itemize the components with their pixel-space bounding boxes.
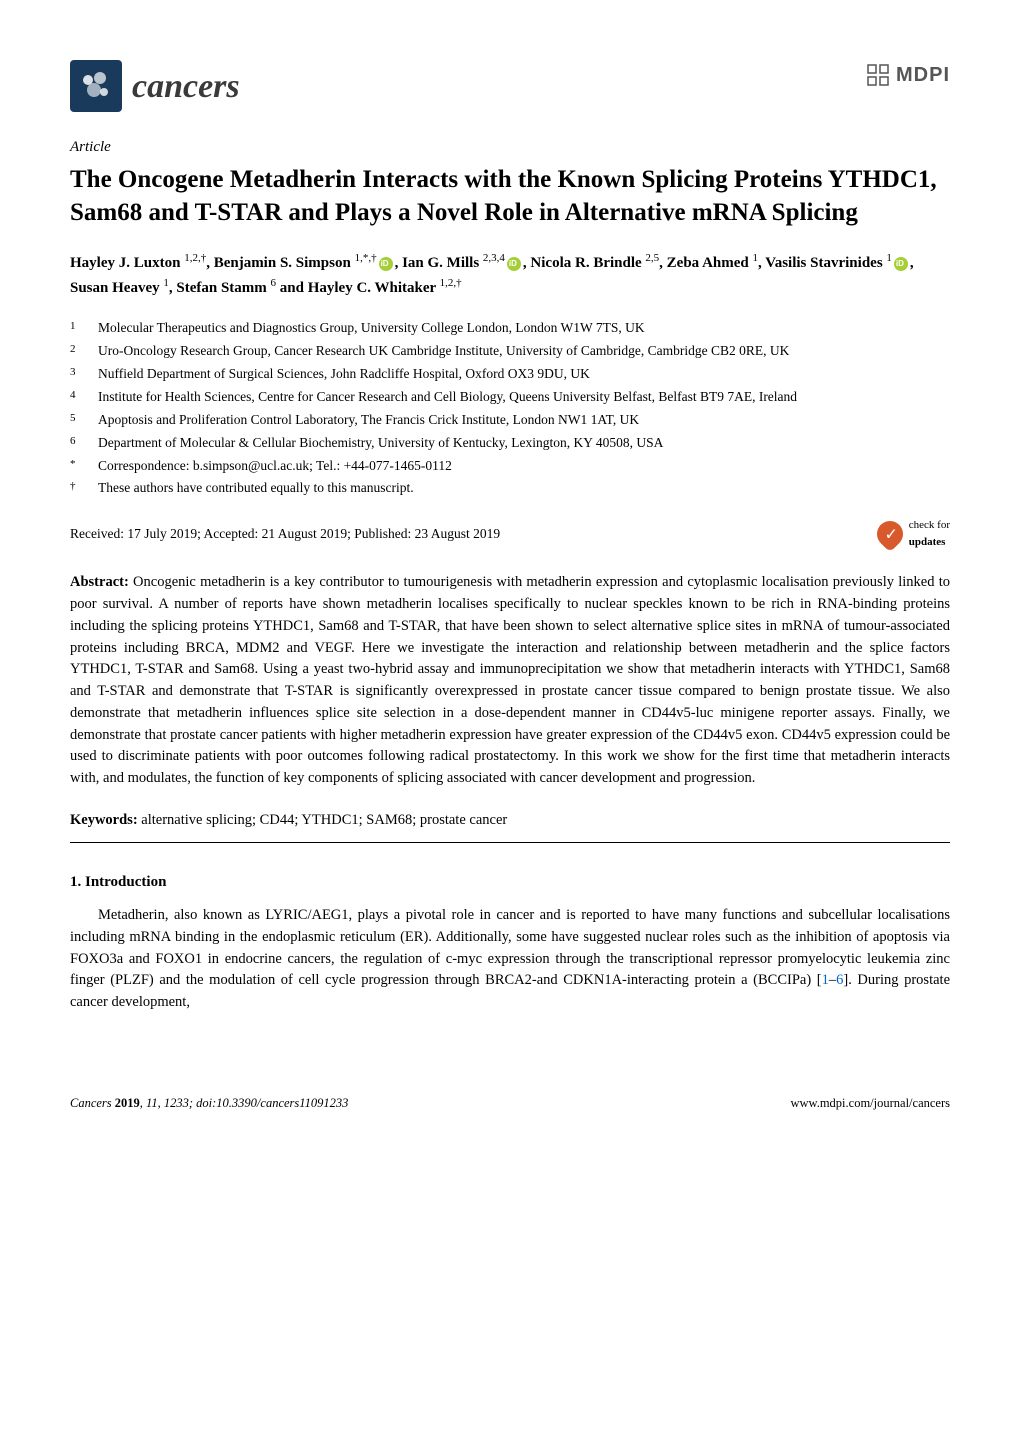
publisher-logo: MDPI [866,60,950,90]
article-title: The Oncogene Metadherin Interacts with t… [70,163,950,231]
section-1-para-1: Metadherin, also known as LYRIC/AEG1, pl… [70,905,950,1014]
page-footer: Cancers 2019, 11, 1233; doi:10.3390/canc… [70,1094,950,1113]
journal-name: cancers [132,61,240,112]
affiliation-row: 1 Molecular Therapeutics and Diagnostics … [70,318,950,339]
footer-year: 2019 [115,1096,140,1110]
affiliation-number: 4 [70,387,84,408]
affiliation-text: Molecular Therapeutics and Diagnostics G… [98,318,645,339]
affiliation-text: Correspondence: b.simpson@ucl.ac.uk; Tel… [98,456,452,477]
affiliation-text: Institute for Health Sciences, Centre fo… [98,387,797,408]
affiliation-row: 6 Department of Molecular & Cellular Bioc… [70,433,950,454]
affiliation-text: Department of Molecular & Cellular Bioch… [98,433,663,454]
affiliation-row: 4 Institute for Health Sciences, Centre f… [70,387,950,408]
affiliation-number: 3 [70,364,84,385]
journal-icon [70,60,122,112]
section-1-heading: 1. Introduction [70,871,950,894]
affiliation-number: 1 [70,318,84,339]
check-updates-icon [871,515,908,552]
abstract-label: Abstract: [70,574,129,590]
check-updates-badge[interactable]: check for updates [877,517,950,550]
author-list: Hayley J. Luxton 1,2,†, Benjamin S. Simp… [70,250,950,300]
affiliation-row: 2 Uro-Oncology Research Group, Cancer Res… [70,341,950,362]
article-type: Article [70,136,950,159]
affiliation-text: Uro-Oncology Research Group, Cancer Rese… [98,341,789,362]
affiliation-number: 5 [70,410,84,431]
check-updates-line2: updates [909,534,950,551]
affiliation-row: * Correspondence: b.simpson@ucl.ac.uk; Te… [70,456,950,477]
publisher-name: MDPI [896,60,950,90]
footer-right: www.mdpi.com/journal/cancers [790,1094,950,1113]
citation-ref-1[interactable]: 1 [822,972,829,988]
affiliations-block: 1 Molecular Therapeutics and Diagnostics … [70,318,950,499]
para1-pre: Metadherin, also known as LYRIC/AEG1, pl… [70,907,950,988]
affiliation-text: Apoptosis and Proliferation Control Labo… [98,410,639,431]
journal-logo: cancers [70,60,240,112]
affiliation-row: † These authors have contributed equally … [70,478,950,499]
keywords-text: alternative splicing; CD44; YTHDC1; SAM6… [138,812,508,828]
footer-left: Cancers 2019, 11, 1233; doi:10.3390/canc… [70,1094,348,1113]
check-updates-line1: check for [909,517,950,534]
affiliation-number: † [70,478,84,499]
publication-dates: Received: 17 July 2019; Accepted: 21 Aug… [70,524,500,544]
keywords-label: Keywords: [70,812,138,828]
affiliation-text: These authors have contributed equally t… [98,478,414,499]
affiliation-text: Nuffield Department of Surgical Sciences… [98,364,590,385]
abstract-text: Oncogenic metadherin is a key contributo… [70,574,950,786]
keywords: Keywords: alternative splicing; CD44; YT… [70,810,950,832]
affiliation-row: 5 Apoptosis and Proliferation Control Lab… [70,410,950,431]
affiliation-row: 3 Nuffield Department of Surgical Science… [70,364,950,385]
affiliation-number: 2 [70,341,84,362]
footer-doi: , 11, 1233; doi:10.3390/cancers11091233 [140,1096,349,1110]
affiliation-number: 6 [70,433,84,454]
section-divider [70,842,950,843]
abstract: Abstract: Oncogenic metadherin is a key … [70,572,950,790]
affiliation-number: * [70,456,84,477]
footer-journal: Cancers [70,1096,115,1110]
